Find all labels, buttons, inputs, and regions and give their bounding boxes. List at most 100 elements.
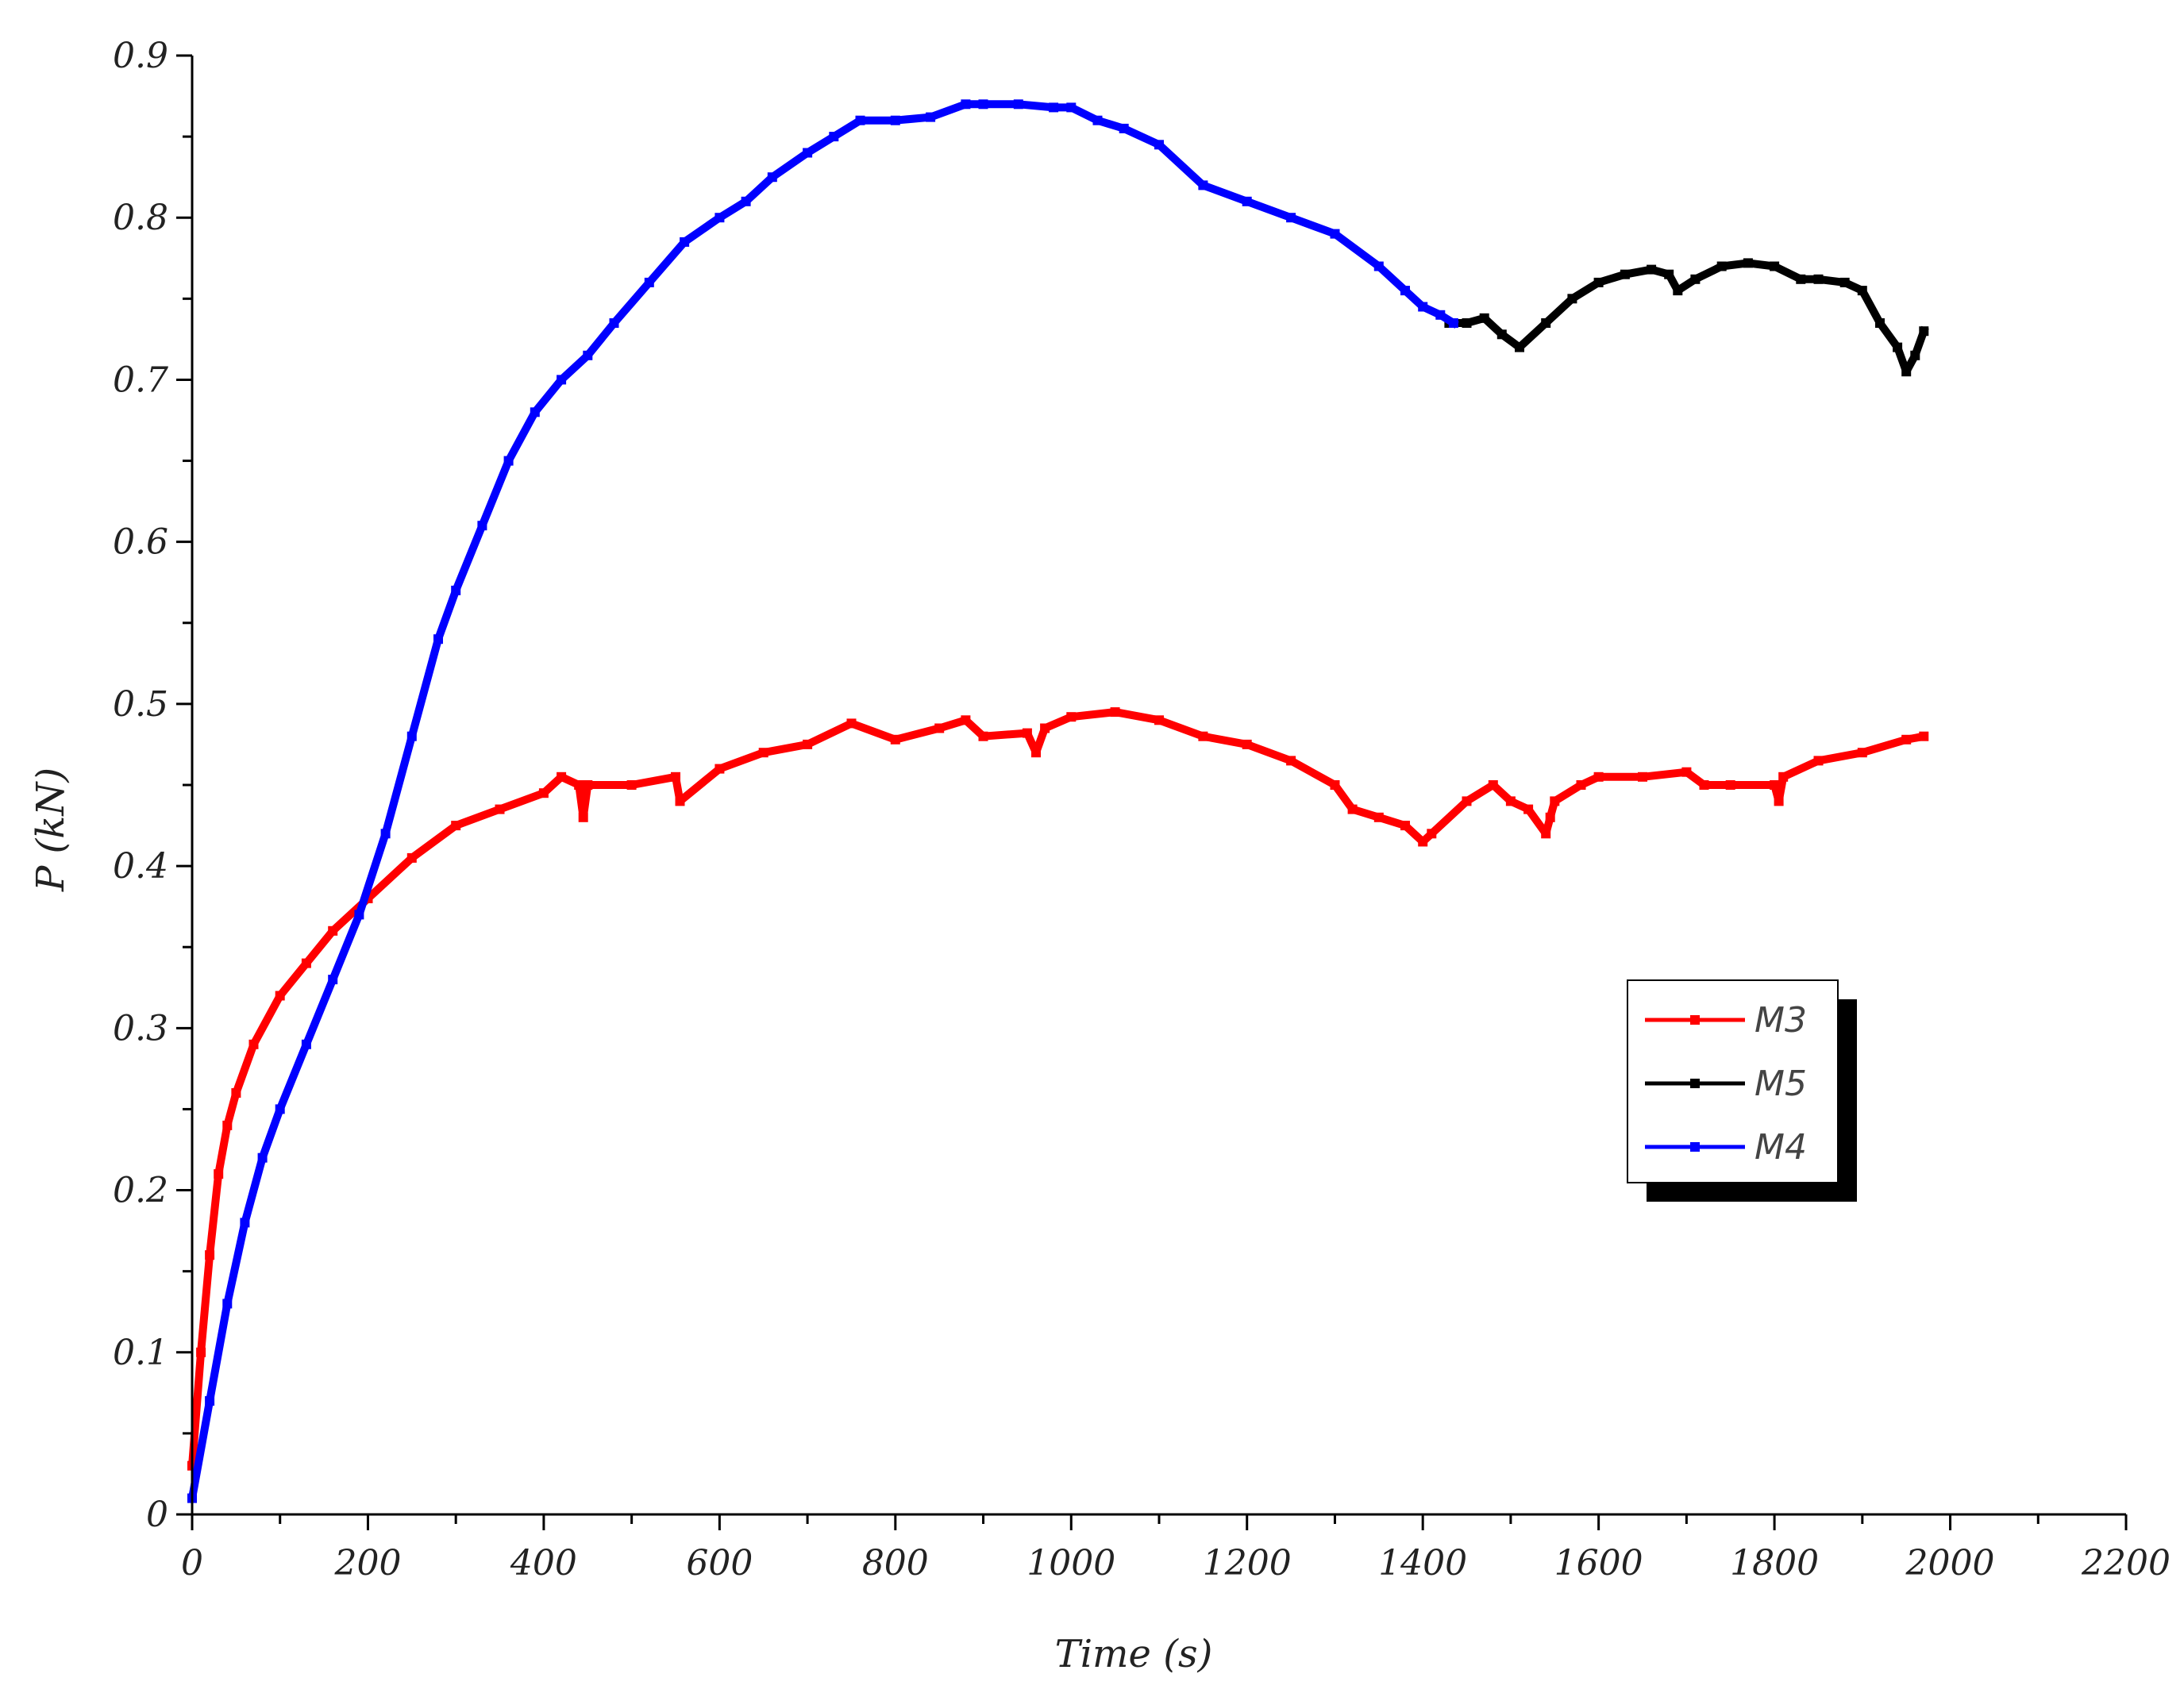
data-point	[961, 99, 971, 110]
data-point	[1647, 264, 1657, 275]
data-point	[1620, 269, 1630, 279]
series-points-m4	[187, 99, 1458, 1503]
data-point	[1567, 294, 1577, 304]
data-point	[1448, 318, 1458, 328]
data-point	[1110, 707, 1120, 718]
data-point	[1523, 804, 1534, 814]
legend: M3 M5 M4	[1627, 979, 1857, 1202]
data-point	[1330, 229, 1340, 239]
data-point	[934, 723, 945, 733]
data-point	[1013, 99, 1023, 110]
data-point	[1400, 286, 1410, 296]
data-point	[1770, 780, 1780, 790]
data-point	[196, 1347, 206, 1357]
data-point	[530, 407, 540, 417]
data-point	[214, 1169, 224, 1179]
data-point	[1092, 115, 1103, 125]
x-tick-label: 400	[510, 1543, 577, 1583]
data-point	[301, 1039, 311, 1049]
data-point	[1066, 102, 1077, 113]
y-tick-label: 0.6	[113, 522, 168, 563]
data-point	[1154, 140, 1164, 150]
data-point	[644, 277, 654, 287]
data-point	[1373, 812, 1384, 822]
data-point	[1198, 731, 1208, 741]
data-point	[248, 1039, 259, 1049]
data-point	[1919, 731, 1929, 741]
data-point	[1770, 261, 1780, 271]
data-point	[609, 318, 619, 328]
data-point	[1462, 318, 1472, 328]
data-point	[503, 456, 514, 466]
data-point	[451, 585, 461, 595]
data-point	[1040, 723, 1050, 733]
y-tick-label: 0.4	[113, 846, 168, 887]
data-point	[829, 132, 839, 142]
legend-label-m5: M5	[1755, 1064, 1807, 1104]
x-axis-title: Time (s)	[1055, 1632, 1213, 1676]
data-point	[961, 715, 971, 725]
series-line-m5	[1445, 259, 1929, 376]
data-point	[406, 852, 417, 863]
data-point	[205, 1396, 215, 1406]
data-point	[680, 237, 690, 247]
data-point	[1875, 318, 1885, 328]
data-point	[1774, 796, 1784, 806]
data-point	[222, 1120, 233, 1130]
data-point	[1242, 196, 1252, 206]
data-point	[1638, 771, 1647, 782]
data-point	[275, 1104, 285, 1114]
data-point	[222, 1299, 233, 1309]
data-point	[741, 196, 751, 206]
data-point	[1505, 796, 1516, 806]
data-point	[1796, 274, 1806, 284]
x-tick-label: 1600	[1554, 1543, 1643, 1583]
data-point	[1066, 712, 1077, 722]
data-point	[538, 788, 549, 798]
data-point	[574, 780, 584, 790]
axes: 0 200 400 600 800 1000 1200 1400 1600 1800 2000 220…	[113, 36, 2171, 1583]
legend-label-m4: M4	[1755, 1127, 1807, 1168]
data-point	[978, 99, 988, 110]
data-point	[1373, 261, 1384, 271]
data-point	[803, 148, 813, 158]
data-point	[1664, 269, 1674, 279]
x-tick-label: 2200	[2081, 1543, 2171, 1583]
data-point	[1813, 274, 1824, 284]
data-point	[1347, 804, 1358, 814]
data-point	[1242, 739, 1252, 749]
series-points-m5	[1444, 258, 1929, 377]
data-point	[1550, 796, 1560, 806]
data-point	[1400, 821, 1410, 831]
data-point	[1049, 102, 1059, 113]
data-point	[1427, 829, 1437, 839]
data-point	[1488, 780, 1498, 790]
data-point	[1716, 261, 1727, 271]
data-point	[1515, 342, 1524, 352]
data-point	[578, 812, 588, 822]
data-point	[890, 115, 900, 125]
data-point	[1857, 748, 1867, 758]
data-point	[205, 1250, 215, 1260]
x-tick-label: 2000	[1905, 1543, 1995, 1583]
data-point	[1330, 780, 1340, 790]
x-tick-label: 1200	[1203, 1543, 1292, 1583]
data-point	[1541, 318, 1551, 328]
data-point	[715, 764, 725, 774]
data-point	[257, 1152, 268, 1163]
y-tick-label: 0.3	[113, 1008, 168, 1049]
x-tick-label: 1400	[1378, 1543, 1467, 1583]
x-tick-label: 600	[686, 1543, 753, 1583]
data-point	[846, 718, 857, 729]
data-point	[583, 780, 593, 790]
data-point	[557, 375, 567, 385]
data-point	[926, 112, 936, 122]
series-points-m3	[187, 707, 1929, 1471]
series-line-m4	[187, 100, 1459, 1503]
series-layer	[187, 99, 1929, 1503]
x-tick-label: 800	[862, 1543, 929, 1583]
data-point	[1593, 771, 1604, 782]
y-tick-label: 0.7	[113, 360, 168, 400]
data-point	[1545, 812, 1555, 822]
